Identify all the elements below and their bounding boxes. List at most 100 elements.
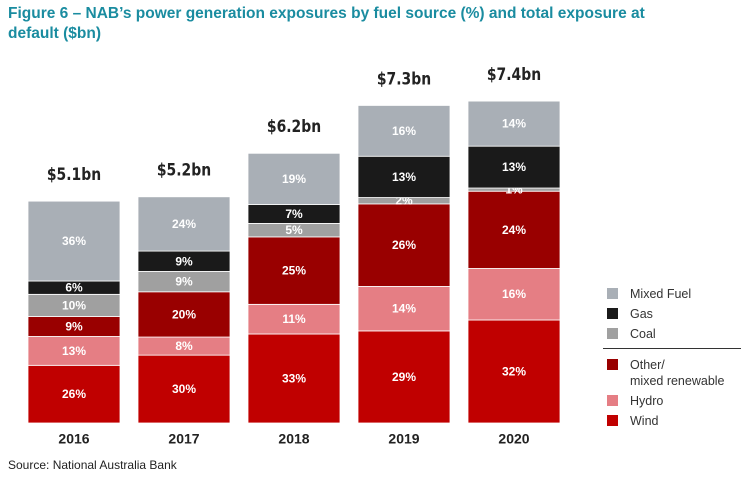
x-tick-label: 2016 — [58, 431, 89, 447]
bar-segment — [467, 319, 561, 424]
segment-unit: % — [182, 275, 193, 289]
segment-unit: % — [182, 339, 193, 353]
segment-value: 33 — [282, 372, 296, 386]
bar-segment — [247, 303, 341, 335]
segment-unit: % — [405, 302, 416, 316]
legend-label: Mixed Fuel — [630, 287, 692, 301]
segment-value: 9 — [175, 275, 182, 289]
bar-segment — [137, 291, 231, 338]
legend-swatch — [607, 359, 618, 370]
segment-value: 19 — [282, 172, 296, 186]
segment-unit: % — [515, 160, 526, 174]
bar-segment — [247, 333, 341, 424]
segment-label: 1% — [505, 183, 523, 197]
segment-label: 29% — [392, 370, 416, 384]
source: Source: National Australia Bank — [8, 458, 177, 472]
chart-title: Figure 6 – NAB’s power generation exposu… — [8, 5, 645, 42]
segment-value: 8 — [175, 339, 182, 353]
bar-segment — [357, 286, 451, 332]
segment-unit: % — [405, 370, 416, 384]
segment-unit: % — [402, 194, 413, 208]
segment-unit: % — [185, 217, 196, 231]
legend-label: Gas — [630, 307, 653, 321]
segment-label: 36% — [62, 234, 86, 248]
legend-item: Other/ mixed renewable — [607, 357, 741, 389]
bar-segment — [357, 155, 451, 198]
segment-value: 13 — [502, 160, 516, 174]
legend-label: Wind — [630, 414, 659, 428]
segment-label: 10% — [62, 299, 86, 313]
legend-label: Hydro — [630, 394, 664, 408]
bar-segment — [467, 145, 561, 189]
segment-label: 2% — [395, 194, 413, 208]
bar-segment — [357, 203, 451, 287]
segment-value: 6 — [65, 281, 72, 295]
segment-label: 25% — [282, 264, 306, 278]
segment-unit: % — [515, 287, 526, 301]
segment-unit: % — [185, 382, 196, 396]
bar-segment — [357, 105, 451, 157]
legend-swatch — [607, 308, 618, 319]
segment-unit: % — [75, 387, 86, 401]
total-label: $6.2bn — [267, 117, 321, 137]
segment-unit: % — [292, 207, 303, 221]
segment-label: 24% — [502, 223, 526, 237]
segment-value: 14 — [392, 302, 406, 316]
segment-label: 9% — [175, 275, 193, 289]
segment-unit: % — [75, 344, 86, 358]
segment-value: 7 — [285, 207, 292, 221]
bar-segment — [247, 152, 341, 205]
segment-label: 9% — [65, 320, 83, 334]
segment-unit: % — [295, 372, 306, 386]
segment-unit: % — [185, 308, 196, 322]
x-tick-label: 2019 — [388, 431, 419, 447]
segment-unit: % — [295, 172, 306, 186]
segment-label: 16% — [392, 124, 416, 138]
legend-item: Coal — [607, 326, 741, 342]
segment-label: 11% — [282, 312, 306, 326]
segment-value: 20 — [172, 308, 186, 322]
legend: Mixed Fuel Gas Coal Other/ mixed renewable H… — [603, 286, 741, 433]
segment-value: 10 — [62, 299, 76, 313]
segment-value: 13 — [392, 170, 406, 184]
segment-unit: % — [515, 365, 526, 379]
segment-value: 26 — [62, 387, 76, 401]
bar-segment — [137, 196, 231, 252]
segment-value: 9 — [65, 320, 72, 334]
segment-unit: % — [295, 264, 306, 278]
segment-unit: % — [182, 254, 193, 268]
segment-value: 25 — [282, 264, 296, 278]
legend-item: Gas — [607, 306, 741, 322]
segment-unit: % — [512, 183, 523, 197]
total-label: $7.3bn — [377, 69, 431, 89]
segment-label: 7% — [285, 207, 303, 221]
segment-label: 20% — [172, 308, 196, 322]
segment-label: 13% — [502, 160, 526, 174]
segment-label: 14% — [392, 302, 416, 316]
segment-value: 16 — [502, 287, 516, 301]
segment-label: 32% — [502, 365, 526, 379]
segment-label: 30% — [172, 382, 196, 396]
segment-unit: % — [75, 299, 86, 313]
segment-value: 36 — [62, 234, 76, 248]
x-tick-label: 2020 — [498, 431, 529, 447]
bar-segment — [27, 336, 121, 366]
segment-unit: % — [72, 320, 83, 334]
bar-segment — [137, 354, 231, 424]
segment-label: 13% — [62, 344, 86, 358]
segment-label: 8% — [175, 339, 193, 353]
segment-value: 30 — [172, 382, 186, 396]
legend-item: Wind — [607, 413, 741, 429]
segment-label: 5% — [285, 223, 303, 237]
segment-value: 13 — [62, 344, 76, 358]
segment-label: 6% — [65, 281, 83, 295]
bar-segment — [27, 364, 121, 424]
segment-unit: % — [295, 312, 306, 326]
segment-label: 19% — [282, 172, 306, 186]
segment-unit: % — [515, 223, 526, 237]
segment-value: 14 — [502, 117, 516, 131]
legend-label: Other/ mixed renewable — [630, 358, 725, 388]
legend-swatch — [607, 288, 618, 299]
legend-item: Hydro — [607, 393, 741, 409]
